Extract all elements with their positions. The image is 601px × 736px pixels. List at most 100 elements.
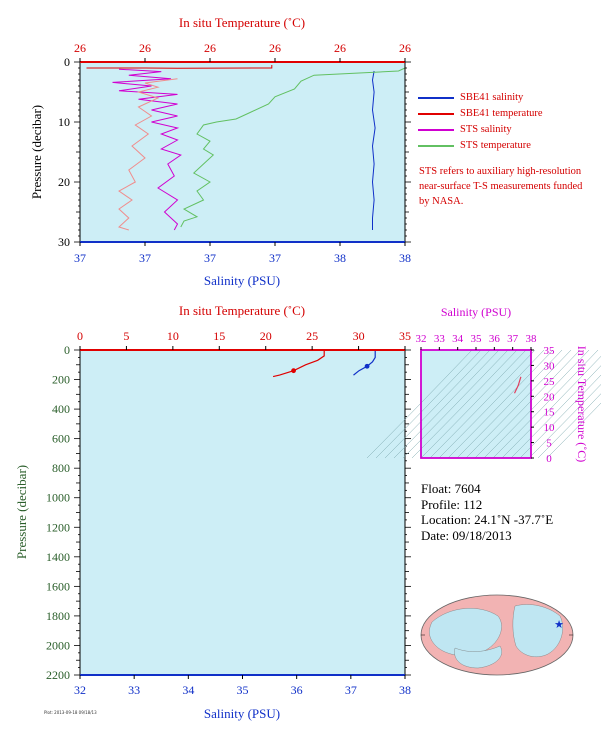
ts-y-tick-label: 5 bbox=[546, 438, 552, 450]
top-tick-label: 26 bbox=[334, 41, 346, 55]
density-contour bbox=[429, 349, 536, 459]
bottom-axes-group: 0 5 10 15 20 25 30 35 32 33 34 35 36 37 38 0 200 400 600 80… bbox=[46, 329, 411, 697]
temperature-tick-label: 35 bbox=[399, 329, 411, 343]
legend-swatch bbox=[418, 97, 454, 99]
pressure-tick-label: 400 bbox=[52, 402, 70, 416]
top-y-axis-title: Pressure (decibar) bbox=[29, 105, 44, 199]
top-series-line bbox=[180, 67, 406, 228]
top-series-line bbox=[371, 70, 376, 230]
ts-x-tick-label: 32 bbox=[416, 333, 427, 345]
temperature-tick-label: 5 bbox=[123, 329, 129, 343]
salinity-tick-label: 37 bbox=[345, 683, 357, 697]
pressure-tick-label: 2000 bbox=[46, 638, 70, 652]
pressure-tick-label: 600 bbox=[52, 432, 70, 446]
pressure-tick-label: 800 bbox=[52, 461, 70, 475]
profile-marker bbox=[364, 363, 370, 369]
density-contour bbox=[465, 349, 572, 459]
legend-item: STS salinity bbox=[418, 122, 543, 138]
legend-swatch bbox=[418, 145, 454, 147]
legend-item: SBE41 salinity bbox=[418, 90, 543, 106]
legend: SBE41 salinity SBE41 temperature STS sal… bbox=[418, 90, 543, 154]
top-tick-label: 26 bbox=[139, 41, 151, 55]
y-tick-label: 30 bbox=[58, 235, 70, 249]
float-position-star-icon: ★ bbox=[554, 619, 564, 631]
legend-swatch bbox=[418, 129, 454, 131]
map-ocean-atlantic bbox=[512, 604, 563, 657]
y-tick-label: 10 bbox=[58, 115, 70, 129]
pressure-tick-label: 1800 bbox=[46, 609, 70, 623]
ts-axes-group: 32 33 34 35 36 37 38 0 5 10 15 20 25 30 35 bbox=[416, 333, 556, 465]
density-contour bbox=[393, 349, 500, 459]
density-contour bbox=[420, 349, 527, 459]
ts-y-tick-label: 0 bbox=[546, 453, 552, 465]
bottom-chart: 0 5 10 15 20 25 30 35 32 33 34 35 36 37 38 0 200 400 600 80… bbox=[14, 303, 411, 721]
pressure-tick-label: 1000 bbox=[46, 491, 70, 505]
x-tick-label: 38 bbox=[334, 251, 346, 265]
salinity-tick-label: 36 bbox=[291, 683, 303, 697]
pressure-tick-label: 200 bbox=[52, 373, 70, 387]
density-contour bbox=[375, 349, 482, 459]
ts-x-axis-title: Salinity (PSU) bbox=[441, 305, 511, 319]
ts-series-group bbox=[513, 376, 522, 394]
temperature-tick-label: 0 bbox=[77, 329, 83, 343]
legend-item: SBE41 temperature bbox=[418, 106, 543, 122]
x-tick-label: 37 bbox=[74, 251, 86, 265]
ts-x-tick-label: 37 bbox=[507, 333, 519, 345]
top-series-line bbox=[118, 78, 178, 231]
pressure-tick-label: 1600 bbox=[46, 579, 70, 593]
temperature-tick-label: 15 bbox=[213, 329, 225, 343]
temperature-tick-label: 25 bbox=[306, 329, 318, 343]
top-series-line bbox=[86, 65, 273, 69]
temperature-tick-label: 20 bbox=[260, 329, 272, 343]
ts-y-tick-label: 30 bbox=[544, 360, 556, 372]
bottom-series-group bbox=[272, 350, 376, 378]
pressure-tick-label: 0 bbox=[64, 343, 70, 357]
ts-x-tick-label: 38 bbox=[526, 333, 538, 345]
profile-marker bbox=[291, 368, 296, 374]
map-ocean-southern bbox=[454, 645, 502, 669]
legend-swatch bbox=[418, 113, 454, 115]
x-tick-label: 37 bbox=[204, 251, 216, 265]
profile-number: Profile: 112 bbox=[421, 496, 483, 512]
salinity-tick-label: 32 bbox=[74, 683, 86, 697]
bottom-plot-area bbox=[80, 350, 405, 675]
top-series-line bbox=[112, 68, 182, 231]
legend-label: STS temperature bbox=[460, 140, 531, 151]
bottom-top-axis-title: In situ Temperature (˚C) bbox=[179, 303, 305, 318]
ts-plot-area bbox=[421, 350, 531, 458]
ts-curve bbox=[513, 376, 522, 394]
density-contour bbox=[492, 349, 599, 459]
footer-stamp: Plot: 2013-09-18 09/18/13 bbox=[44, 710, 97, 715]
density-contour bbox=[510, 365, 601, 459]
profile-line bbox=[272, 350, 325, 378]
ts-x-tick-label: 35 bbox=[471, 333, 483, 345]
salinity-tick-label: 33 bbox=[128, 683, 140, 697]
y-tick-label: 20 bbox=[58, 175, 70, 189]
density-contour bbox=[546, 402, 601, 459]
ts-y-tick-label: 25 bbox=[544, 376, 556, 388]
top-series-group bbox=[86, 65, 406, 231]
salinity-tick-label: 34 bbox=[182, 683, 194, 697]
temperature-tick-label: 30 bbox=[353, 329, 365, 343]
ts-x-tick-label: 33 bbox=[434, 333, 446, 345]
bottom-x-axis-title: Salinity (PSU) bbox=[204, 706, 280, 721]
density-contour bbox=[447, 349, 554, 459]
top-axes-group: 26 26 26 26 26 26 37 37 37 37 38 38 0 10 20 30 bbox=[58, 41, 411, 265]
density-contour bbox=[384, 349, 491, 459]
density-contour bbox=[501, 355, 601, 459]
legend-label: STS salinity bbox=[460, 124, 512, 135]
density-contour bbox=[402, 349, 509, 459]
sts-note: STS refers to auxiliary high-resolution … bbox=[419, 166, 583, 207]
pressure-tick-label: 2200 bbox=[46, 668, 70, 682]
top-tick-label: 26 bbox=[399, 41, 411, 55]
world-map: ★ bbox=[420, 594, 574, 676]
y-tick-label: 0 bbox=[64, 55, 70, 69]
ts-x-tick-label: 34 bbox=[452, 333, 464, 345]
float-info: Float: 7604 Profile: 112 Location: 24.1˚… bbox=[421, 481, 553, 543]
legend-label: SBE41 salinity bbox=[460, 92, 524, 103]
density-contour bbox=[519, 374, 601, 459]
ts-diagram: 32 33 34 35 36 37 38 0 5 10 15 20 25 30 35 Salinity (P… bbox=[366, 305, 601, 465]
ts-y-tick-label: 10 bbox=[544, 422, 556, 434]
density-contour bbox=[474, 349, 581, 459]
